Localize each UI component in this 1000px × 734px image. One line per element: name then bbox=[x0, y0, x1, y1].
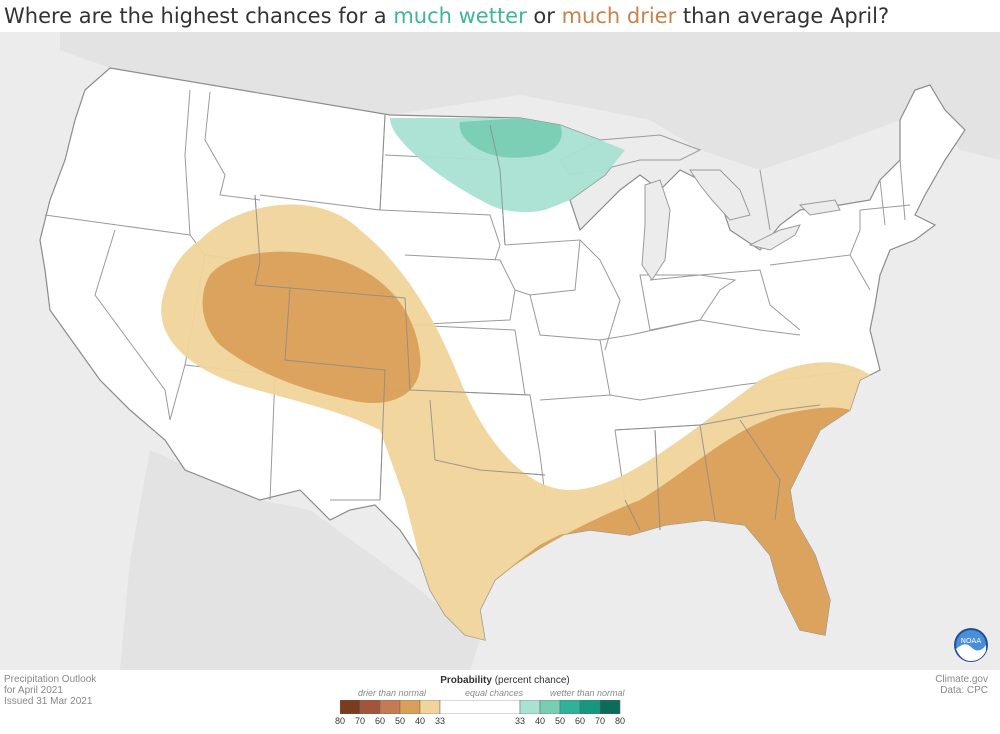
legend-drier-swatch bbox=[379, 700, 401, 714]
mexico-land bbox=[120, 450, 480, 670]
outlook-issued: Issued 31 Mar 2021 bbox=[4, 696, 93, 707]
legend-wetter-tick: 40 bbox=[534, 716, 546, 726]
state-borders-overlay bbox=[254, 114, 821, 531]
legend-colorbar bbox=[340, 700, 621, 714]
credit-site: Climate.gov bbox=[935, 674, 988, 685]
outlook-title: Precipitation Outlook bbox=[4, 674, 97, 685]
legend-wetter-tick: 33 bbox=[514, 716, 526, 726]
dry-region-50-rockies bbox=[202, 251, 421, 403]
legend-wetter-tick: 70 bbox=[594, 716, 606, 726]
noaa-logo-text: NOAA bbox=[961, 637, 982, 645]
credits: Climate.gov Data: CPC bbox=[935, 674, 988, 696]
wet-region-50 bbox=[459, 118, 562, 158]
credit-data: Data: CPC bbox=[940, 685, 988, 696]
outlook-info: Precipitation Outlook for April 2021 Iss… bbox=[4, 674, 96, 707]
legend-wetter-swatch bbox=[519, 700, 541, 714]
lake-ontario bbox=[798, 199, 841, 216]
legend-title: Probability (percent chance) bbox=[440, 675, 570, 686]
lake-erie bbox=[748, 224, 801, 251]
legend-drier-tick: 60 bbox=[374, 716, 386, 726]
dry-region-50-southeast bbox=[495, 407, 850, 635]
legend-wetter-label: wetter than normal bbox=[550, 688, 625, 698]
legend-wetter-swatch bbox=[539, 700, 561, 714]
noaa-logo-icon: NOAA bbox=[953, 627, 989, 663]
legend-drier-tick: 80 bbox=[334, 716, 346, 726]
legend-wetter-tick: 60 bbox=[574, 716, 586, 726]
lake-huron bbox=[689, 169, 751, 221]
legend-drier-swatch bbox=[399, 700, 421, 714]
probability-legend: Probability (percent chance) drier than … bbox=[335, 673, 670, 733]
legend-drier-label: drier than normal bbox=[358, 688, 427, 698]
legend-drier-swatch bbox=[419, 700, 441, 714]
title-drier-text: much drier bbox=[561, 4, 677, 28]
wet-region-40 bbox=[390, 118, 625, 213]
legend-equal-swatch bbox=[439, 700, 521, 714]
legend-drier-tick: 40 bbox=[414, 716, 426, 726]
legend-wetter-tick: 50 bbox=[554, 716, 566, 726]
title-wetter-text: much wetter bbox=[393, 4, 527, 28]
legend-drier-tick: 50 bbox=[394, 716, 406, 726]
legend-wetter-tick: 80 bbox=[614, 716, 626, 726]
precipitation-outlook-map bbox=[0, 32, 1000, 670]
outlook-period: for April 2021 bbox=[4, 685, 63, 696]
legend-drier-swatch bbox=[340, 700, 361, 714]
legend-wetter-swatch bbox=[599, 700, 621, 714]
legend-drier-swatch bbox=[359, 700, 381, 714]
map-title: Where are the highest chances for a much… bbox=[4, 4, 890, 28]
lake-michigan bbox=[641, 179, 671, 281]
canada-land bbox=[60, 32, 1000, 170]
legend-wetter-swatch bbox=[579, 700, 601, 714]
legend-drier-tick: 33 bbox=[434, 716, 446, 726]
legend-wetter-swatch bbox=[559, 700, 581, 714]
legend-drier-tick: 70 bbox=[354, 716, 366, 726]
legend-equal-label: equal chances bbox=[465, 688, 524, 698]
